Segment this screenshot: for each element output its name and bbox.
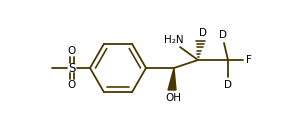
Text: H₂N: H₂N <box>164 35 184 45</box>
Text: D: D <box>224 80 232 90</box>
Text: O: O <box>68 80 76 90</box>
Text: D: D <box>199 28 207 38</box>
Text: OH: OH <box>165 93 181 103</box>
Text: F: F <box>246 55 252 65</box>
Text: O: O <box>68 46 76 56</box>
Text: S: S <box>68 61 76 74</box>
Polygon shape <box>168 68 176 90</box>
Text: D: D <box>219 30 227 40</box>
